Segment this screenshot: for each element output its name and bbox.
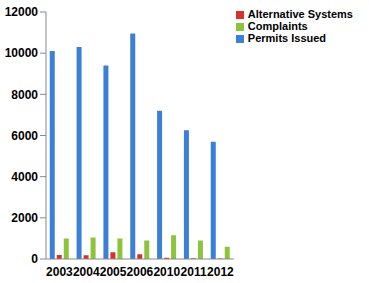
html-text:Permits Issued: Permits Issued bbox=[247, 32, 327, 44]
svg-text:2011: 2011 bbox=[181, 265, 207, 279]
html-text:Alternative Systems: Alternative Systems bbox=[247, 8, 353, 20]
svg-text:4000: 4000 bbox=[11, 170, 38, 184]
svg-text:2005: 2005 bbox=[100, 265, 127, 279]
html-text:Complaints: Complaints bbox=[247, 20, 308, 32]
svg-text:2012: 2012 bbox=[207, 265, 234, 279]
svg-text:2000: 2000 bbox=[11, 211, 38, 225]
svg-text:2006: 2006 bbox=[127, 265, 154, 279]
svg-text:12000: 12000 bbox=[8, 5, 38, 19]
svg-text:2003: 2003 bbox=[46, 265, 73, 279]
svg-text:0: 0 bbox=[31, 252, 38, 266]
svg-text:10000: 10000 bbox=[8, 46, 38, 60]
svg-text:2004: 2004 bbox=[73, 265, 100, 279]
svg-text:6000: 6000 bbox=[11, 129, 38, 143]
svg-text:2010: 2010 bbox=[153, 265, 180, 279]
svg-text:8000: 8000 bbox=[11, 88, 38, 102]
